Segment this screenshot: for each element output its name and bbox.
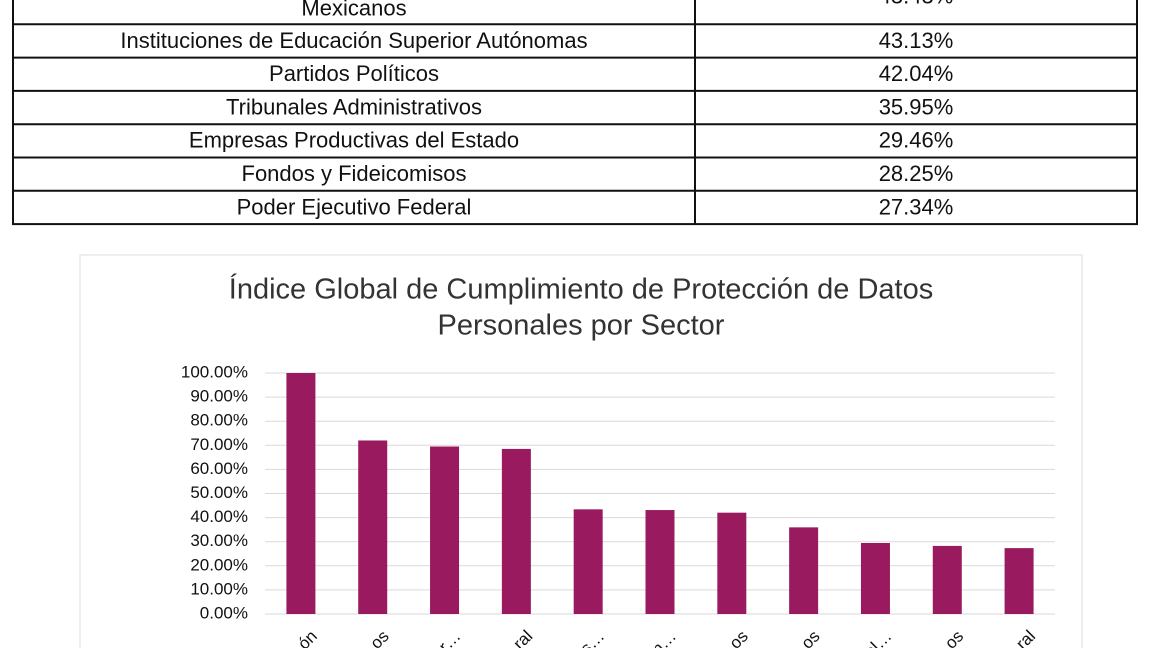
cell-value: 27.34% (879, 194, 954, 219)
cell-value: 43.13% (879, 28, 954, 53)
bar (860, 543, 890, 614)
cell-label: Tribunales Administrativos (226, 94, 482, 119)
y-tick-label: 50.00% (190, 483, 248, 502)
cell-value: 29.46% (879, 128, 954, 153)
cell-label: Empresas Productivas del Estado (189, 128, 519, 153)
cell-label: Instituciones de Educación Superior Autó… (120, 28, 587, 53)
bar (286, 373, 316, 614)
table-border (12, 0, 1138, 226)
y-tick-label: 10.00% (190, 579, 248, 598)
y-tick-label: 40.00% (190, 507, 248, 526)
y-tick-label: 70.00% (190, 435, 248, 454)
y-tick-label: 0.00% (200, 603, 248, 622)
cell-value: 35.95% (879, 94, 954, 119)
cell-label: Partidos Políticos (269, 61, 439, 86)
y-tick-label: 100.00% (181, 362, 248, 381)
bar (932, 545, 962, 614)
cell-value: 43.43% (879, 0, 954, 8)
bar (789, 527, 819, 614)
cell-value: 42.04% (879, 61, 954, 86)
cell-label: Mexicanos (301, 0, 406, 20)
bar (358, 440, 388, 614)
bar (501, 448, 531, 614)
y-tick-label: 20.00% (190, 555, 248, 574)
bar (430, 446, 460, 614)
y-tick-label: 90.00% (190, 387, 248, 406)
cell-value: 28.25% (879, 161, 954, 186)
cell-label: Poder Ejecutivo Federal (237, 194, 472, 219)
y-tick-label: 80.00% (190, 411, 248, 430)
chart-title: Personales por Sector (438, 310, 725, 342)
bar (717, 512, 747, 614)
cell-label: Fondos y Fideicomisos (242, 161, 467, 186)
bar (1004, 548, 1034, 614)
y-tick-label: 60.00% (190, 459, 248, 478)
bar (645, 510, 675, 614)
y-tick-label: 30.00% (190, 531, 248, 550)
bar (573, 509, 603, 614)
chart-title: Índice Global de Cumplimiento de Protecc… (229, 273, 933, 306)
